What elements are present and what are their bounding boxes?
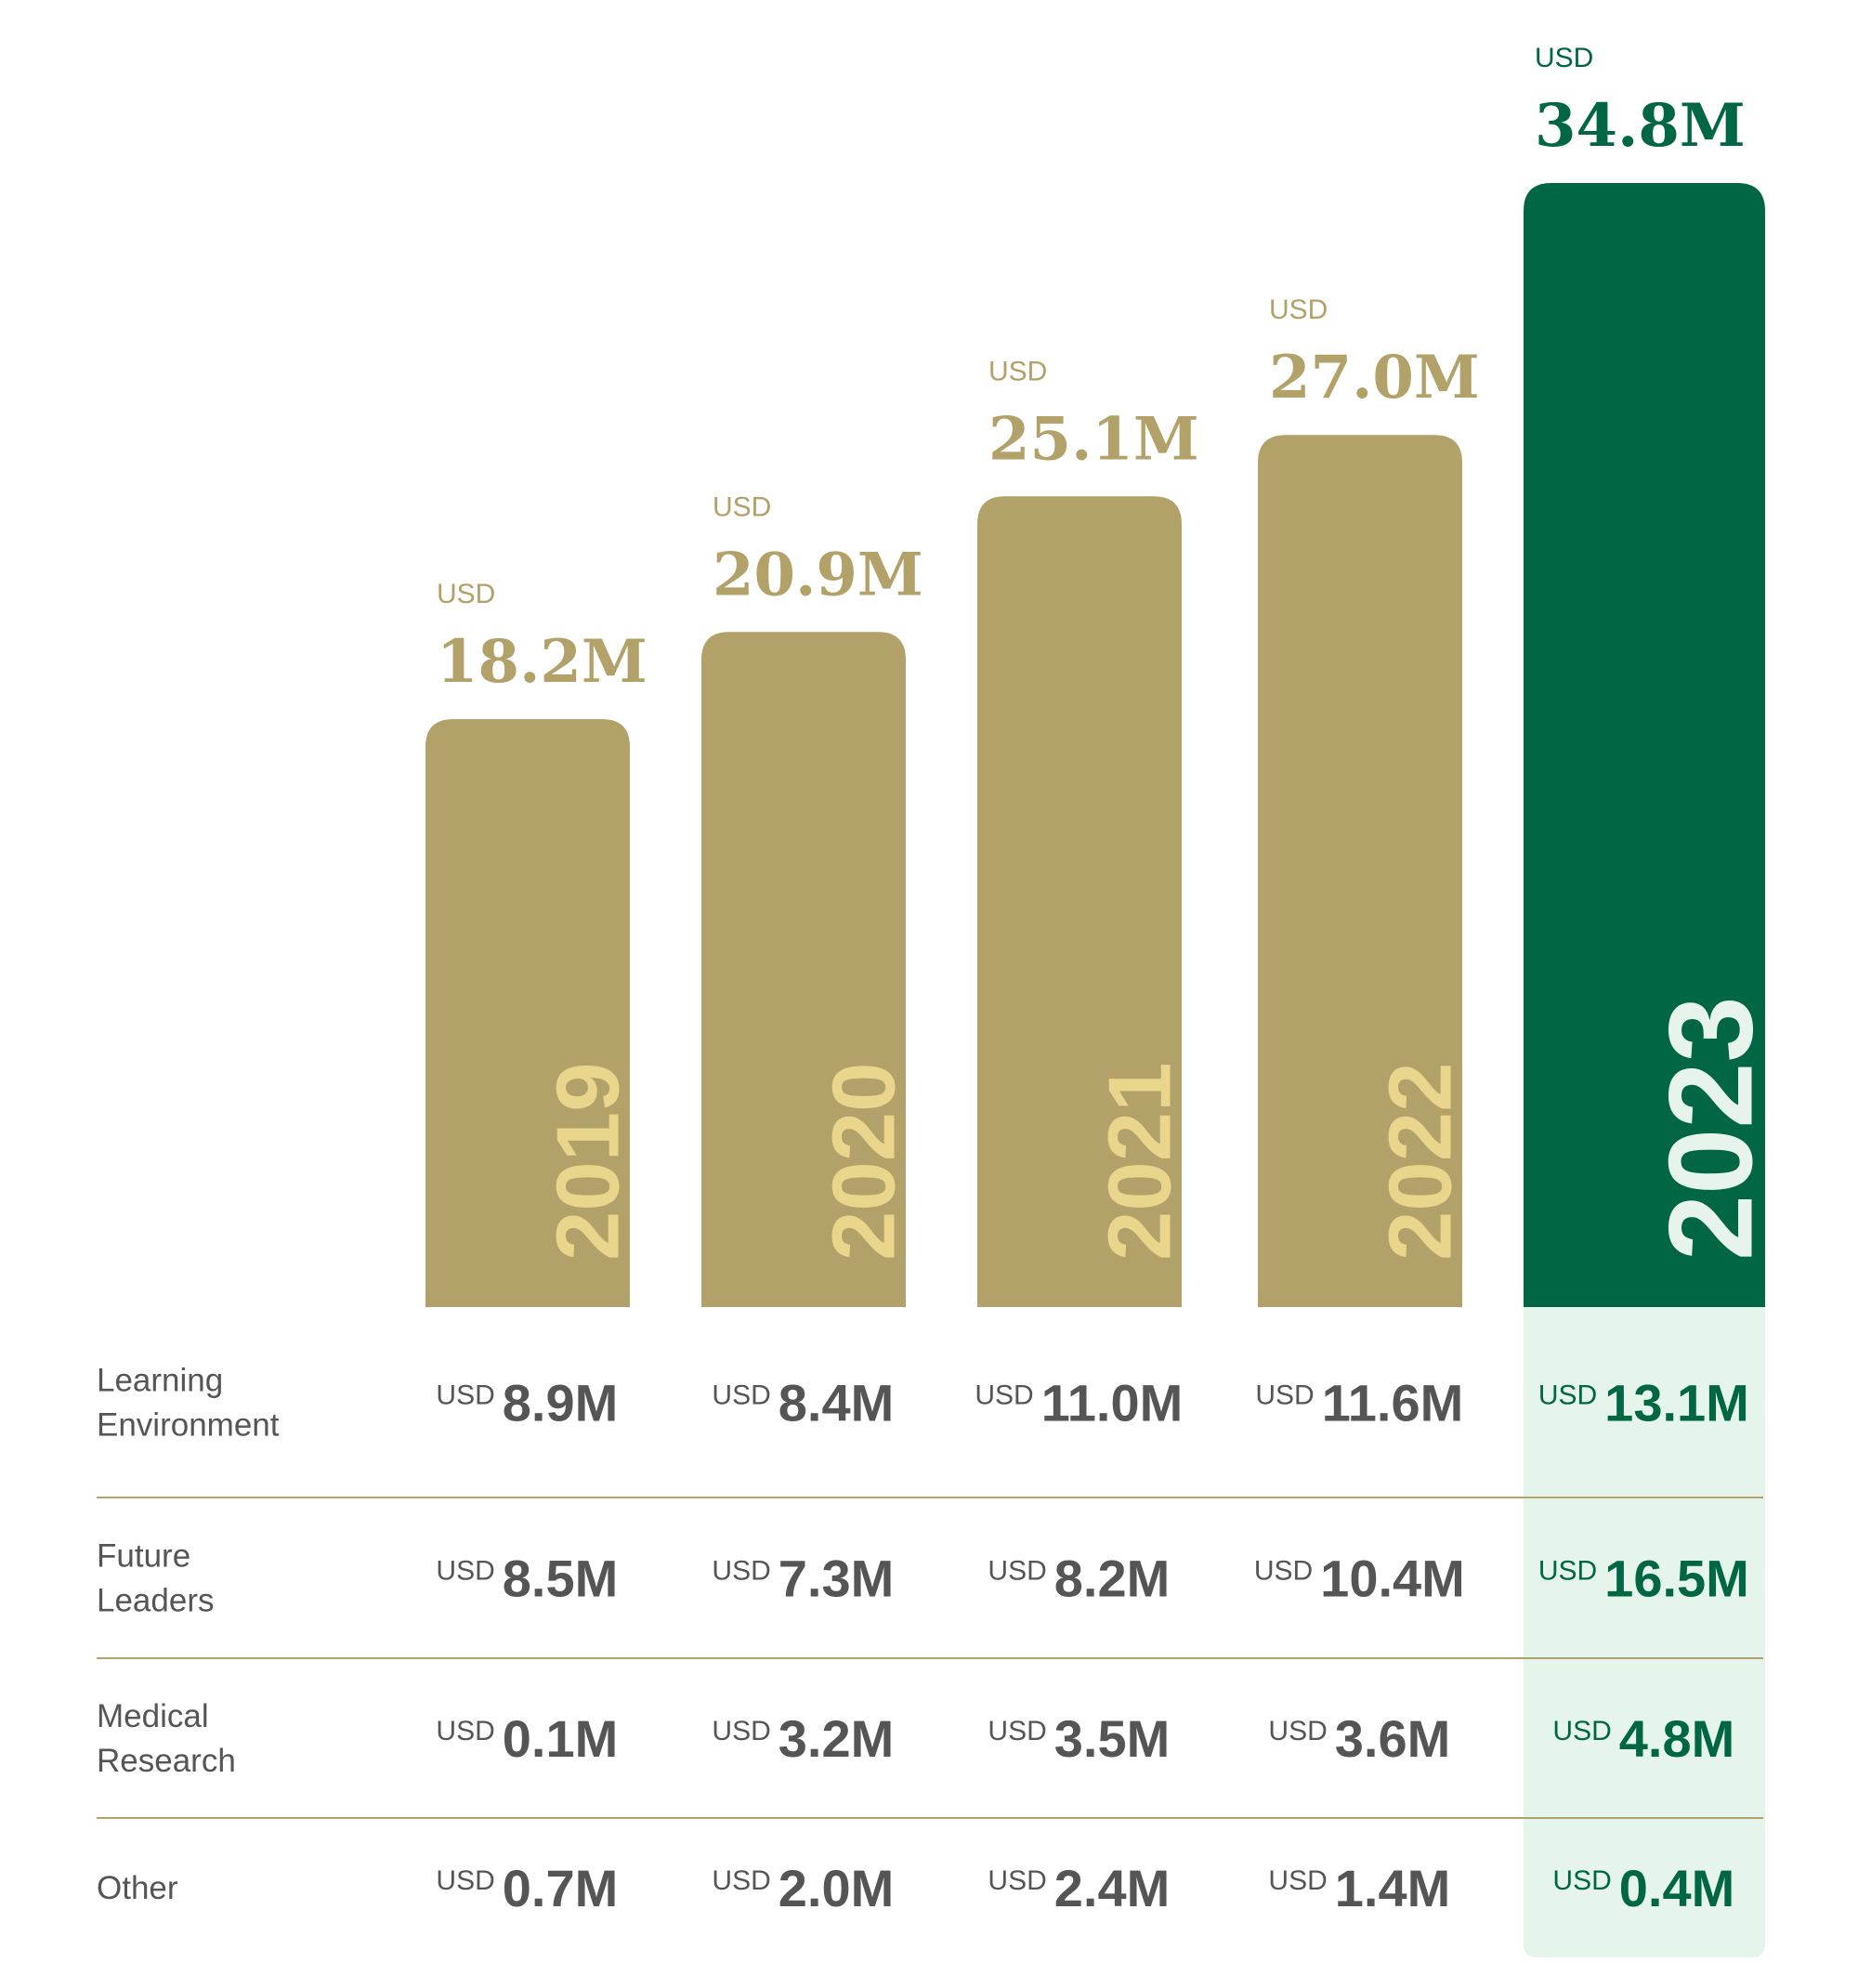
year-label-2021: 2021 xyxy=(1091,1062,1190,1261)
cell-currency-1-0: USD xyxy=(436,1556,494,1587)
total-value-2022: 27.0M xyxy=(1269,343,1480,412)
cell-value-0-1: 8.4M xyxy=(779,1374,895,1432)
bar-2022 xyxy=(1258,435,1462,1307)
cell-currency-1-3: USD xyxy=(1254,1556,1313,1587)
cell-value-2-2: 3.5M xyxy=(1054,1709,1171,1768)
year-label-2019: 2019 xyxy=(539,1062,638,1261)
cell-currency-0-2: USD xyxy=(975,1380,1033,1411)
cell-value-1-1: 7.3M xyxy=(779,1550,895,1608)
bar-2021 xyxy=(977,496,1182,1307)
total-value-2020: 20.9M xyxy=(713,540,923,609)
year-label-2022: 2022 xyxy=(1371,1062,1471,1261)
cell-currency-2-4: USD xyxy=(1552,1716,1611,1746)
cell-value-1-0: 8.5M xyxy=(503,1550,619,1608)
total-currency-label-2021: USD xyxy=(988,356,1047,386)
cell-value-2-3: 3.6M xyxy=(1335,1709,1451,1768)
year-label-2023: 2023 xyxy=(1645,996,1778,1261)
row-label-2-line-1: Research xyxy=(97,1743,236,1779)
cell-value-0-2: 11.0M xyxy=(1041,1374,1184,1432)
row-label-2-line-0: Medical xyxy=(97,1698,209,1734)
cell-value-3-4: 0.4M xyxy=(1619,1859,1735,1917)
cell-value-0-0: 8.9M xyxy=(503,1374,619,1432)
total-currency-label-2022: USD xyxy=(1269,294,1328,325)
total-currency-label-2019: USD xyxy=(437,579,495,609)
cell-currency-0-3: USD xyxy=(1255,1380,1314,1411)
total-value-2019: 18.2M xyxy=(437,627,648,697)
total-value-2023: 34.8M xyxy=(1535,91,1746,161)
cell-value-2-0: 0.1M xyxy=(503,1709,619,1768)
cell-currency-2-0: USD xyxy=(436,1716,494,1746)
cell-value-1-4: 16.5M xyxy=(1604,1550,1749,1608)
cell-currency-2-2: USD xyxy=(988,1716,1046,1746)
total-currency-label-2023: USD xyxy=(1535,43,1593,73)
cell-currency-3-3: USD xyxy=(1268,1865,1327,1896)
highlight-column-background xyxy=(1524,1307,1765,1957)
total-value-2021: 25.1M xyxy=(988,404,1199,474)
cell-currency-2-1: USD xyxy=(712,1716,770,1746)
row-label-0-line-0: Learning xyxy=(97,1363,223,1399)
cell-value-3-3: 1.4M xyxy=(1335,1859,1451,1917)
bar-2019 xyxy=(425,719,630,1307)
cell-currency-2-3: USD xyxy=(1268,1716,1327,1746)
cell-currency-0-1: USD xyxy=(712,1380,770,1411)
row-label-3-line-0: Other xyxy=(97,1870,178,1906)
cell-value-1-3: 10.4M xyxy=(1320,1550,1465,1608)
cell-currency-1-2: USD xyxy=(988,1556,1046,1587)
cell-currency-3-0: USD xyxy=(436,1865,494,1896)
cell-value-3-1: 2.0M xyxy=(779,1859,895,1917)
row-label-1-line-1: Leaders xyxy=(97,1583,214,1619)
cell-value-2-1: 3.2M xyxy=(779,1709,895,1768)
cell-value-3-0: 0.7M xyxy=(503,1859,619,1917)
cell-value-3-2: 2.4M xyxy=(1054,1859,1171,1917)
row-label-0-line-1: Environment xyxy=(97,1407,280,1444)
row-label-1-line-0: Future xyxy=(97,1538,190,1575)
cell-value-0-4: 13.1M xyxy=(1604,1374,1749,1432)
cell-value-1-2: 8.2M xyxy=(1054,1550,1171,1608)
bar-2023 xyxy=(1524,183,1765,1307)
year-label-2020: 2020 xyxy=(815,1062,914,1261)
cell-currency-0-0: USD xyxy=(436,1380,494,1411)
cell-currency-3-1: USD xyxy=(712,1865,770,1896)
cell-currency-3-4: USD xyxy=(1552,1865,1611,1896)
bar-2020 xyxy=(701,632,906,1307)
cell-currency-0-4: USD xyxy=(1538,1380,1597,1411)
cell-value-0-3: 11.6M xyxy=(1322,1374,1464,1432)
cell-value-2-4: 4.8M xyxy=(1619,1709,1735,1768)
cell-currency-1-1: USD xyxy=(712,1556,770,1587)
cell-currency-3-2: USD xyxy=(988,1865,1046,1896)
cell-currency-1-4: USD xyxy=(1538,1556,1597,1587)
total-currency-label-2020: USD xyxy=(713,491,771,522)
